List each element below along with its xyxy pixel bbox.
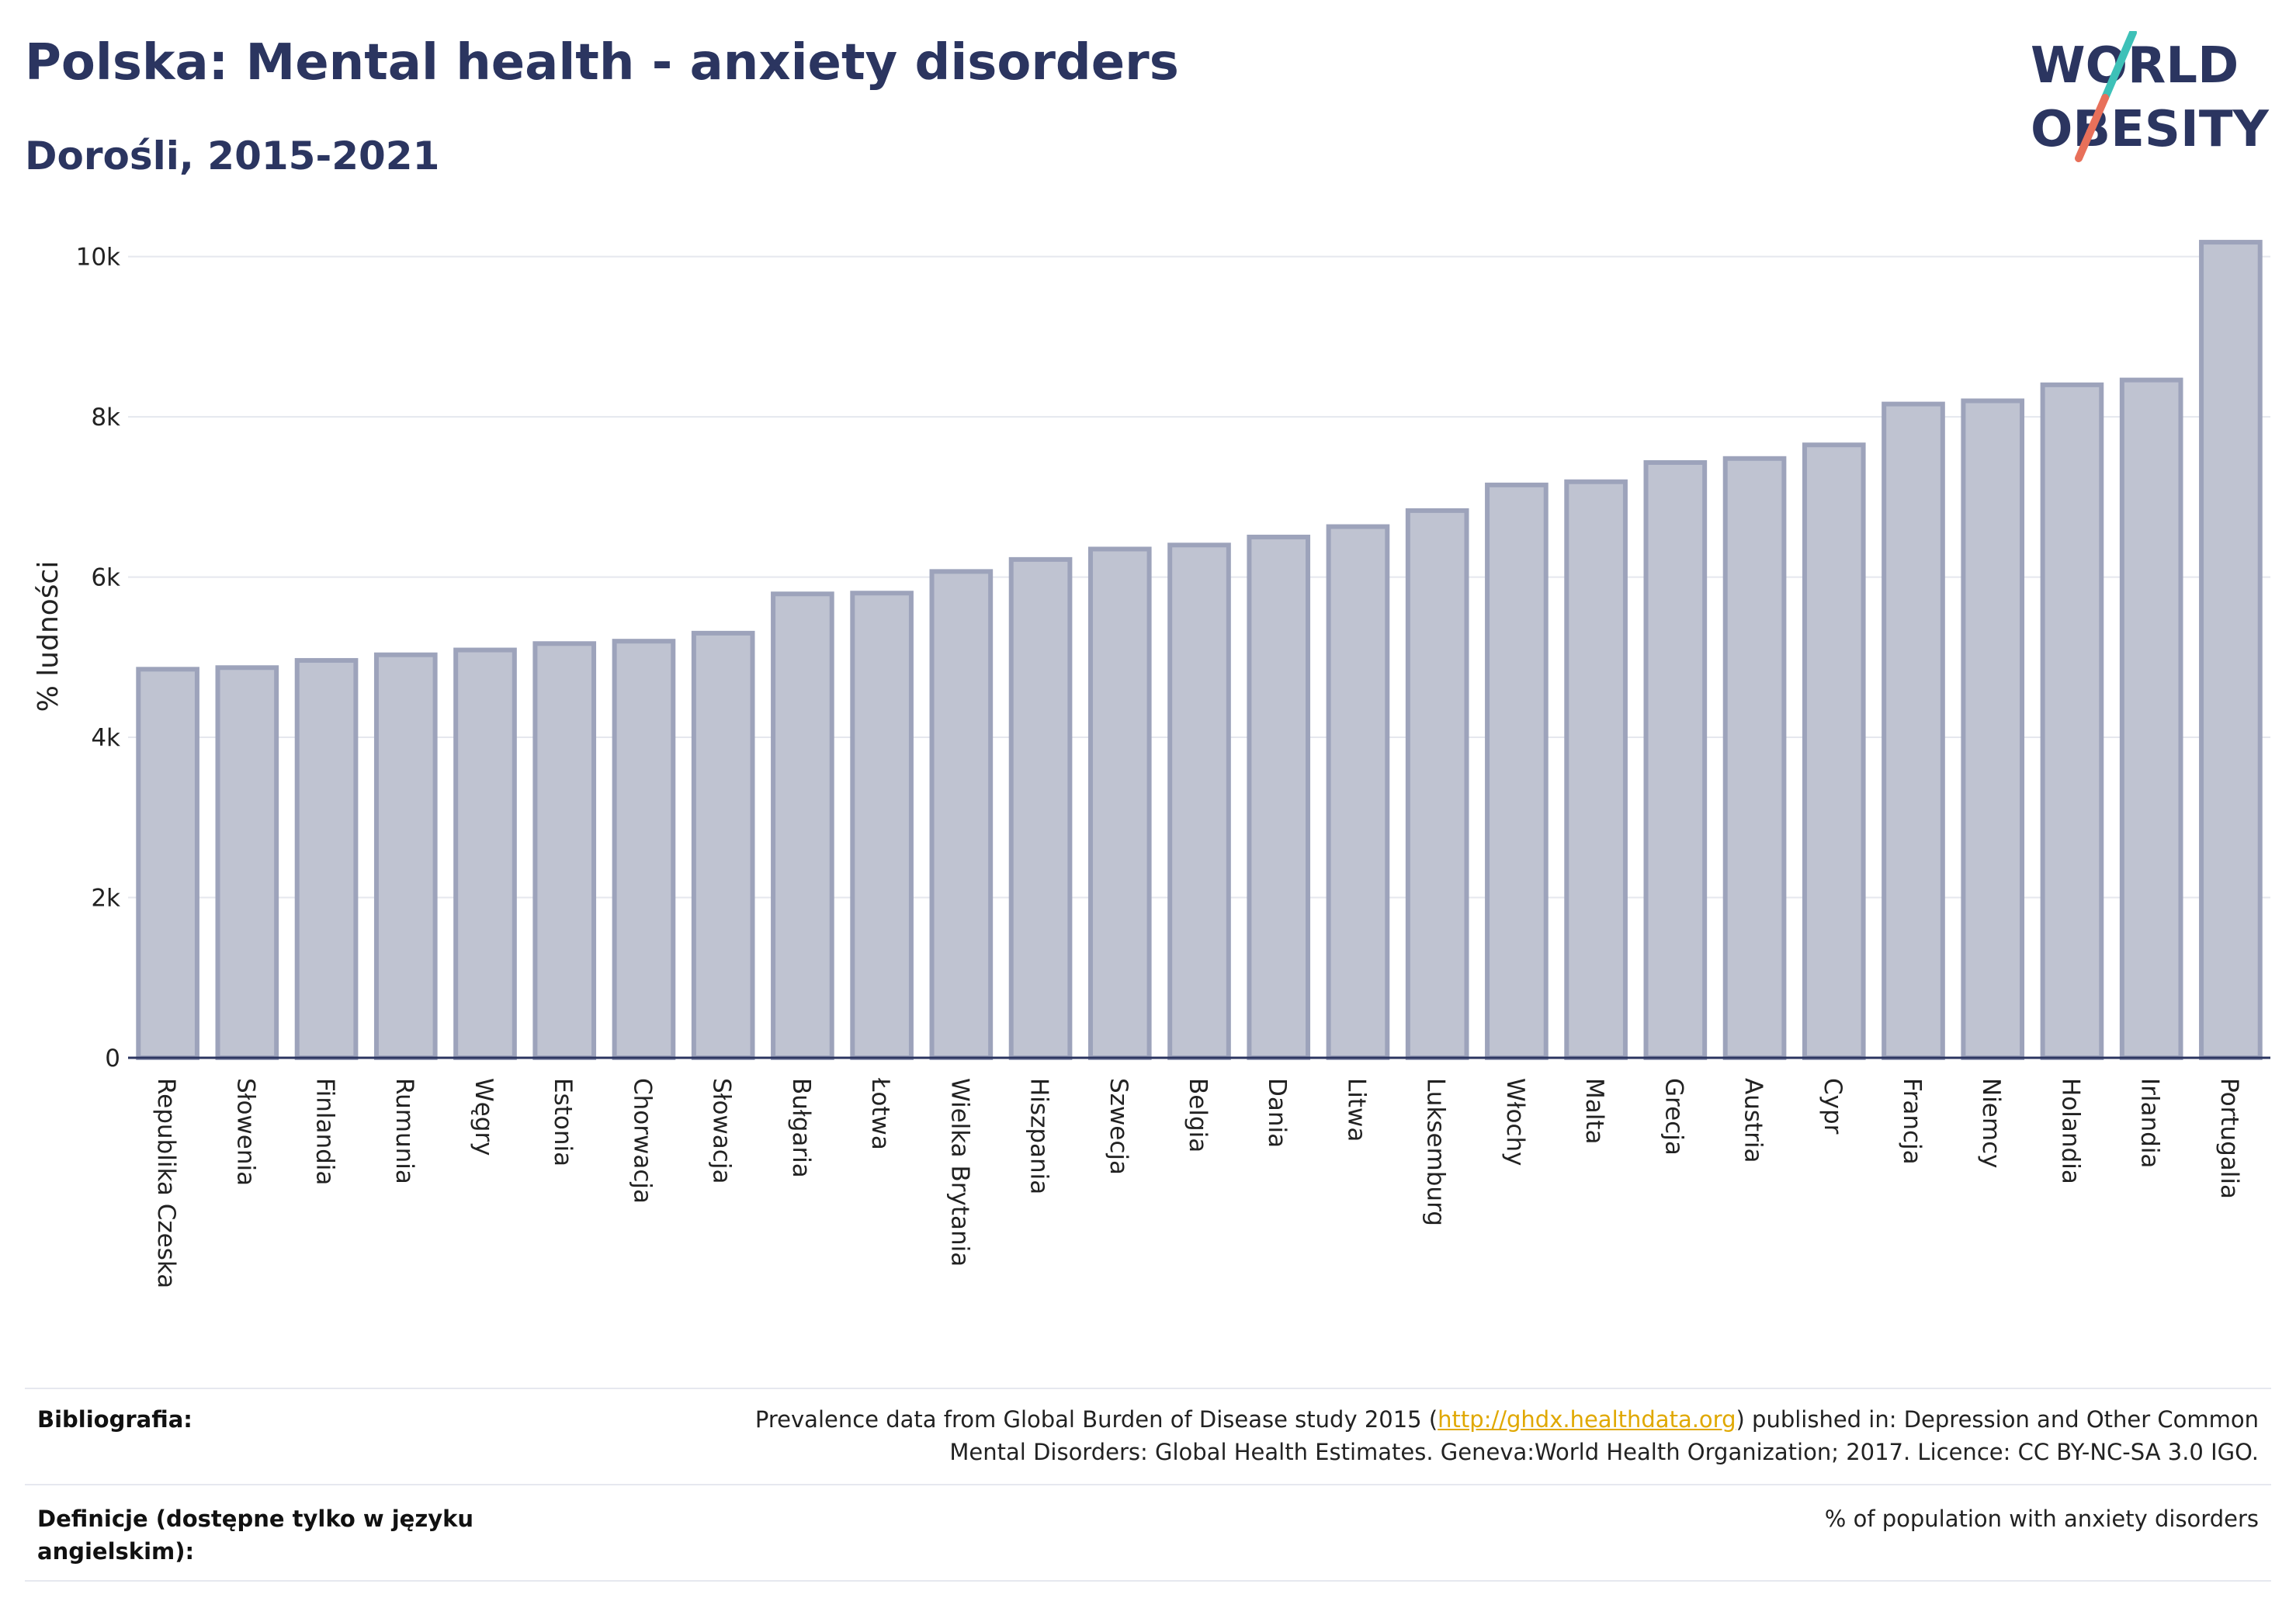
x-tick-label: Estonia (549, 1078, 577, 1166)
x-tick-label: Rumunia (390, 1078, 418, 1184)
bar (453, 647, 517, 1060)
definitions-text: % of population with anxiety disorders (1824, 1506, 2259, 1532)
bar (1167, 542, 1231, 1060)
footer-divider-bottom (25, 1580, 2271, 1582)
bar (850, 591, 914, 1060)
x-tick-label: Wielka Brytania (945, 1078, 973, 1267)
bibliography-label: Bibliografia: (37, 1406, 192, 1433)
x-tick-label: Bułgaria (787, 1078, 815, 1178)
bar (1326, 524, 1390, 1060)
y-tick-label: 6k (91, 564, 120, 592)
bibliography-text-line2: Mental Disorders: Global Health Estimate… (949, 1439, 2259, 1465)
x-tick-label: Słowacja (708, 1078, 736, 1184)
bar (215, 665, 279, 1061)
y-tick-label: 2k (91, 885, 120, 913)
bar (1247, 534, 1311, 1060)
y-tick-label: 4k (91, 724, 120, 752)
world-obesity-logo: WORLD OBESITY (2031, 31, 2269, 162)
x-tick-label: Portugalia (2215, 1078, 2243, 1199)
definitions-label: Definicje (dostępne tylko w języku angie… (37, 1506, 474, 1565)
bar-chart: 0 2k 4k 6k 8k 10k Republika Czeska Słowenia Fin… (33, 240, 2270, 1288)
x-tick-label: Hiszpania (1025, 1078, 1053, 1194)
bar (612, 639, 676, 1060)
x-tick-label: Szwecja (1105, 1078, 1132, 1175)
bar (1722, 456, 1787, 1060)
bar (532, 641, 597, 1060)
bar (2040, 382, 2104, 1060)
x-tick-label: Włochy (1501, 1078, 1529, 1166)
bars (136, 240, 2263, 1061)
y-tick-label: 10k (76, 244, 120, 272)
bibliography-link[interactable]: http://ghdx.healthdata.org (1438, 1406, 1736, 1433)
x-tick-label: Dania (1263, 1078, 1291, 1148)
x-tick-label: Austria (1739, 1078, 1767, 1163)
x-tick-label: Cypr (1819, 1078, 1847, 1135)
x-tick-label: Słowenia (231, 1078, 259, 1186)
x-tick-label: Irlandia (2136, 1078, 2164, 1168)
bibliography-text-post: ) published in: Depression and Other Com… (1736, 1406, 2260, 1433)
x-tick-label: Łotwa (866, 1077, 894, 1150)
chart-subtitle: Dorośli, 2015-2021 (25, 133, 440, 178)
bar (294, 657, 359, 1060)
x-tick-label: Belgia (1184, 1078, 1212, 1152)
x-tick-label: Chorwacja (628, 1078, 656, 1204)
x-tick-label: Malta (1580, 1078, 1608, 1145)
logo-line2: OBESITY (2031, 101, 2269, 158)
bar (1485, 482, 1549, 1060)
bar (136, 667, 199, 1060)
bar (1882, 401, 1945, 1060)
x-tick-label: Republika Czeska (152, 1078, 180, 1288)
x-tick-label: Holandia (2056, 1078, 2084, 1184)
x-tick-label: Francja (1898, 1078, 1926, 1165)
bibliography-text: Prevalence data from Global Burden of Di… (590, 1403, 2259, 1468)
bar (2199, 240, 2263, 1060)
x-tick-label: Grecja (1660, 1078, 1687, 1156)
bar (2119, 377, 2183, 1061)
bar (1087, 546, 1152, 1060)
footer-divider-top (25, 1388, 2271, 1389)
bar (1008, 556, 1073, 1060)
logo-slash-bottom (2075, 94, 2109, 162)
bar (929, 569, 994, 1060)
x-tick-label: Litwa (1342, 1078, 1370, 1142)
chart-title: Polska: Mental health - anxiety disorder… (25, 34, 1179, 92)
x-tick-label: Niemcy (1977, 1078, 2005, 1168)
bar (373, 652, 438, 1060)
bar (691, 630, 755, 1060)
bibliography-text-pre: Prevalence data from Global Burden of Di… (754, 1406, 1438, 1433)
bar (1643, 459, 1708, 1060)
y-tick-label: 8k (91, 404, 120, 431)
footer-divider-middle (25, 1484, 2271, 1485)
x-tick-labels: Republika Czeska Słowenia Finlandia Rumunia… (152, 1077, 2243, 1288)
y-axis-title: % ludności (33, 561, 64, 712)
logo-line1: WORLD (2031, 37, 2239, 95)
x-tick-label: Finlandia (311, 1078, 339, 1185)
y-tick-labels: 0 2k 4k 6k 8k 10k (76, 244, 120, 1073)
logo-slash-top (2101, 31, 2137, 102)
y-tick-label: 0 (105, 1045, 120, 1073)
bar (1961, 398, 2025, 1060)
bar (1802, 442, 1866, 1060)
bar (1405, 508, 1469, 1060)
x-tick-label: Węgry (470, 1078, 498, 1156)
bar (771, 591, 834, 1060)
x-tick-label: Luksemburg (1422, 1078, 1450, 1226)
bar (1564, 479, 1628, 1060)
